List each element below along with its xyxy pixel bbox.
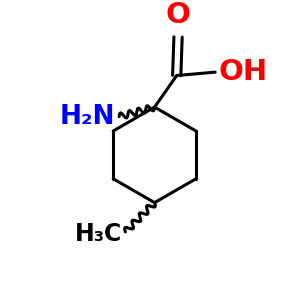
Text: H₃C: H₃C — [74, 222, 122, 246]
Text: O: O — [166, 1, 190, 29]
Text: H₂N: H₂N — [60, 103, 116, 130]
Text: OH: OH — [219, 58, 268, 86]
